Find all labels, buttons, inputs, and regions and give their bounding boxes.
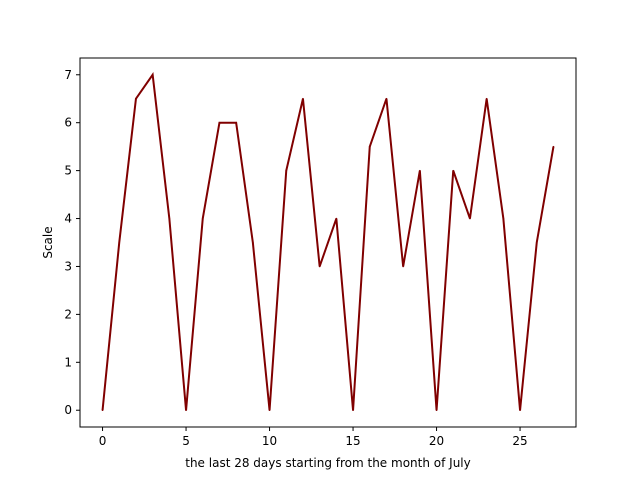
x-tick-label: 20 [429, 434, 444, 448]
data-point [368, 145, 371, 148]
data-point [285, 169, 288, 172]
data-point [218, 121, 221, 124]
y-tick-label: 1 [64, 355, 72, 369]
data-point [118, 241, 121, 244]
data-point [519, 409, 521, 412]
data-point [385, 97, 388, 100]
data-point [402, 265, 404, 268]
data-point [535, 241, 538, 244]
data-point [252, 241, 254, 244]
data-point [502, 217, 505, 220]
data-point [469, 217, 471, 220]
data-point [201, 217, 204, 220]
data-point [135, 97, 137, 100]
ticks-group: 0 5 10 15 20 25 0 1 2 3 4 5 6 7 [64, 68, 527, 448]
x-axis-label: the last 28 days starting from the month… [185, 456, 470, 470]
y-tick-label: 2 [64, 307, 72, 321]
data-point [268, 409, 271, 412]
data-point [352, 409, 354, 412]
data-point [101, 409, 104, 412]
series-line [101, 72, 555, 411]
data-point [485, 97, 488, 100]
y-axis-label: Scale [41, 226, 55, 258]
y-tick-label: 3 [64, 259, 72, 273]
x-tick-label: 15 [345, 434, 360, 448]
series-group [101, 72, 555, 412]
x-tick-label: 0 [99, 434, 107, 448]
data-point [435, 409, 438, 412]
data-point [151, 73, 154, 76]
data-point [335, 217, 338, 220]
data-point [168, 217, 171, 220]
plot-frame [79, 57, 577, 428]
y-tick-label: 7 [64, 68, 72, 82]
data-point [318, 265, 321, 268]
data-point [452, 169, 455, 172]
data-point [185, 409, 187, 412]
data-point [235, 121, 237, 124]
y-tick-label: 6 [64, 116, 72, 130]
x-tick-label: 10 [262, 434, 277, 448]
data-point [552, 145, 555, 148]
data-point [302, 97, 304, 100]
x-tick-label: 25 [512, 434, 527, 448]
y-tick-label: 0 [64, 403, 72, 417]
x-tick-label: 5 [182, 434, 190, 448]
data-point [419, 169, 421, 172]
y-tick-label: 5 [64, 164, 72, 178]
y-tick-label: 4 [64, 212, 72, 226]
